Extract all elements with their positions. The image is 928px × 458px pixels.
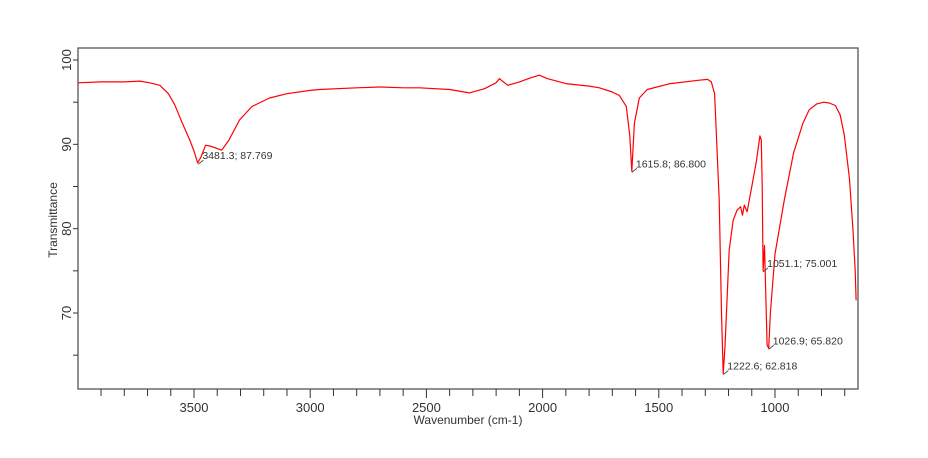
peak-annotations: 3481.3; 87.769 1615.8; 86.800 1222.6; 62.8… <box>198 150 843 375</box>
y-axis-title: Transmittance <box>46 182 60 258</box>
plot-frame <box>77 47 859 390</box>
annotation-pointer <box>198 159 204 165</box>
annotation-pointer <box>723 370 729 375</box>
peak-annotation-label: 1222.6; 62.818 <box>727 361 797 373</box>
x-tick-label: 2000 <box>528 400 557 415</box>
peak-annotation-label: 1051.1; 75.001 <box>767 258 837 270</box>
y-tick-label: 100 <box>59 49 74 71</box>
x-tick-label: 3000 <box>296 400 325 415</box>
annotation-pointer <box>762 267 769 273</box>
annotation-pointer <box>631 168 638 173</box>
peak-annotation-label: 3481.3; 87.769 <box>202 150 272 162</box>
peak-annotation-label: 1615.8; 86.800 <box>636 158 706 170</box>
plot-area <box>77 47 859 390</box>
y-tick-label: 70 <box>59 306 74 320</box>
x-tick-label: 3500 <box>180 400 209 415</box>
peak-annotation-label: 1026.9; 65.820 <box>773 335 843 347</box>
y-axis: 100 90 80 70 <box>59 49 78 356</box>
x-tick-label: 1500 <box>644 400 673 415</box>
x-axis-title: Wavenumber (cm-1) <box>414 413 523 427</box>
x-tick-label: 1000 <box>761 400 790 415</box>
annotation-pointer <box>768 344 774 350</box>
y-tick-label: 90 <box>59 137 74 151</box>
spectrum-line <box>77 74 857 375</box>
spectrum-series <box>77 74 857 375</box>
y-tick-label: 80 <box>59 221 74 235</box>
x-tick-label: 2500 <box>412 400 441 415</box>
x-axis: 3500 3000 2500 2000 1500 1000 <box>100 389 846 415</box>
